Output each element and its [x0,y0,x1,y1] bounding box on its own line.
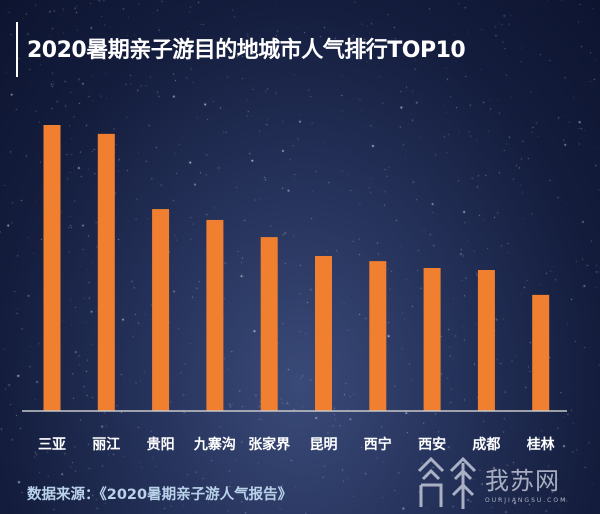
x-tick-label: 张家界 [248,436,291,453]
x-tick-label: 桂林 [526,436,555,453]
chart-title: 2020暑期亲子游目的地城市人气排行TOP10 [27,38,466,63]
x-tick-label: 贵阳 [147,436,175,453]
watermark-name: 我苏网 [485,467,560,495]
x-tick-label: 三亚 [38,437,66,453]
x-tick-label: 西安 [418,436,446,453]
bar-7 [423,268,441,411]
logo-emblem-icon [417,456,477,509]
bar-2 [152,209,170,411]
watermark-logo: 我苏网 OURJIANGSU.COM [415,455,595,511]
watermark-domain: OURJIANGSU.COM [485,497,568,504]
bar-5 [315,255,332,411]
bar-4 [260,237,278,411]
x-tick-label: 丽江 [92,436,120,453]
x-tick-label: 成都 [472,436,500,453]
bar-0 [43,125,61,411]
bar-1 [97,133,115,411]
bar-3 [206,219,224,411]
data-source: 数据来源：《2020暑期亲子游人气报告》 [27,487,293,503]
bar-9 [532,294,550,411]
bar-8 [477,270,495,411]
title-accent-line [16,22,18,77]
x-tick-label: 昆明 [310,437,338,453]
x-tick-label: 九寨沟 [193,436,236,453]
x-tick-label: 西宁 [364,436,392,453]
bar-6 [369,261,387,411]
